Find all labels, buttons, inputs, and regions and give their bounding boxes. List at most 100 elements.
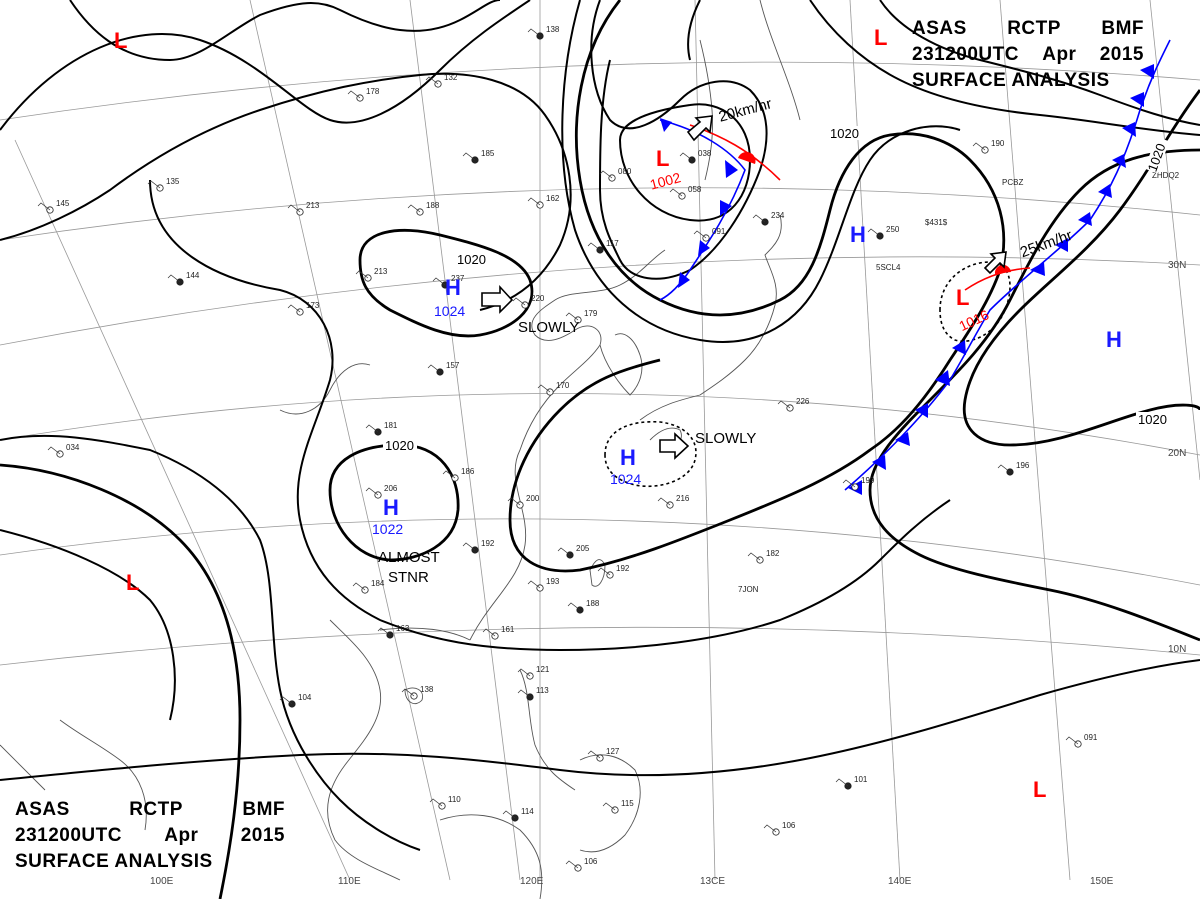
arrow-high-sea: [659, 432, 690, 460]
lat-label: 10N: [1168, 644, 1186, 655]
station-pressure-value: 106: [584, 857, 598, 866]
station-pressure-value: 190: [991, 139, 1005, 148]
cold-front-triangle: [1112, 154, 1126, 168]
wind-barb: [679, 152, 693, 161]
coast-borneo: [439, 814, 543, 899]
cold-front-line: [659, 119, 746, 301]
isobar-label: 1020: [1145, 141, 1169, 173]
wind-barb: [167, 274, 181, 283]
wind-barb: [432, 277, 446, 286]
title-office: BMF: [1101, 18, 1144, 39]
isobar: [0, 72, 572, 311]
wind-barb: [752, 214, 766, 223]
station-pressure-value: 138: [420, 685, 434, 694]
cold-front-triangle: [1055, 238, 1068, 252]
title-year: 2015: [240, 825, 285, 846]
chart-title-top: ASAS RCTP BMF 231200UTC Apr 2015 SURFACE…: [912, 16, 1144, 94]
wind-barb: [401, 688, 415, 697]
isobar: [879, 0, 1200, 126]
chart-title-bottom: ASAS RCTP BMF 231200UTC Apr 2015 SURFACE…: [15, 797, 285, 875]
wind-barb: [669, 188, 683, 197]
station-pressure-value: 144: [186, 271, 200, 280]
low-center-letter: L: [114, 28, 127, 53]
station-pressure-value: 188: [586, 599, 600, 608]
isobar: [69, 0, 501, 62]
isobar-1020: [0, 463, 242, 899]
station-pressure-value: 038: [698, 149, 712, 158]
station-pressure-value: 182: [766, 549, 780, 558]
title-office: BMF: [242, 799, 285, 820]
station-pressure-value: 101: [854, 775, 868, 784]
wind-barb: [517, 689, 531, 698]
wind-barb: [287, 304, 301, 313]
station-pressure-value: 205: [576, 544, 590, 553]
title-month: Apr: [164, 825, 199, 846]
isobar-dashed: [939, 261, 1011, 342]
title-time: 231200UTC: [15, 825, 122, 846]
wind-barb: [37, 202, 51, 211]
graticule-parallels: [0, 61, 1200, 666]
isobar: [687, 0, 701, 61]
station-pressure-value: 193: [546, 577, 560, 586]
wind-barb: [972, 142, 986, 151]
high-center-letter: H: [850, 222, 866, 247]
station-pressure-value: 192: [481, 539, 495, 548]
station-pressure-value: 213: [306, 201, 320, 210]
wind-barb: [693, 230, 707, 239]
wind-barb: [527, 28, 541, 37]
cold-front-triangle: [952, 340, 966, 355]
isobar-labels: 1020 1020 1020 1020 1020: [383, 126, 1170, 453]
pressure-systems: H 1024 SLOWLY H 1022 ALMOST STNR H 1024 …: [114, 25, 1122, 802]
title-agency: ASAS: [15, 799, 70, 820]
station-pressure-value: 127: [606, 747, 620, 756]
station-pressure-value: 188: [426, 201, 440, 210]
low-center-letter: L: [1033, 777, 1046, 802]
arrow-low-north: [686, 115, 713, 142]
wind-barb: [763, 824, 777, 833]
title-month: Apr: [1042, 44, 1077, 65]
station-pressure-value: 145: [56, 199, 70, 208]
cold-front-triangle: [698, 240, 710, 256]
station-pressure-value: 206: [384, 484, 398, 493]
station-pressure-value: 104: [298, 693, 312, 702]
wind-barb: [517, 668, 531, 677]
wind-barb: [565, 312, 579, 321]
wind-barb: [867, 228, 881, 237]
arrow-high-west: [481, 284, 514, 314]
station-id: PCBZ: [1002, 178, 1023, 187]
wind-barb: [407, 204, 421, 213]
isobar: [0, 659, 1200, 781]
station-pressure-value: 163: [396, 624, 410, 633]
station-pressure-value: 161: [501, 625, 515, 634]
isobar-label: 1020: [830, 126, 859, 141]
station-pressure-value: 186: [461, 467, 475, 476]
coast-sakhalin: [699, 39, 713, 181]
wind-barb: [567, 602, 581, 611]
isobar-label: 1020: [385, 438, 414, 453]
wind-barb: [462, 542, 476, 551]
coastlines: [0, 0, 801, 899]
wind-barb: [997, 464, 1011, 473]
station-id: $431$: [925, 218, 948, 227]
cold-front-east: [844, 39, 1171, 495]
high-center-letter: H: [383, 495, 399, 520]
wind-barb: [462, 152, 476, 161]
station-pressure-value: 199: [861, 476, 875, 485]
isobar: [149, 179, 951, 652]
lon-label: 13CE: [700, 876, 725, 887]
high-center-letter: H: [1106, 327, 1122, 352]
cold-front-triangle: [1030, 262, 1045, 276]
cold-front-triangle: [1078, 212, 1092, 226]
wind-barb: [835, 778, 849, 787]
isobar: [0, 434, 421, 851]
motion-label: STNR: [388, 569, 429, 586]
wind-barb: [427, 364, 441, 373]
station-pressure-value: 250: [886, 225, 900, 234]
coast-korea: [599, 333, 643, 396]
motion-arrows: [481, 115, 1007, 460]
lon-label: 140E: [888, 876, 912, 887]
wind-barb: [355, 270, 369, 279]
station-pressure-value: 170: [556, 381, 570, 390]
wind-barb: [512, 297, 526, 306]
